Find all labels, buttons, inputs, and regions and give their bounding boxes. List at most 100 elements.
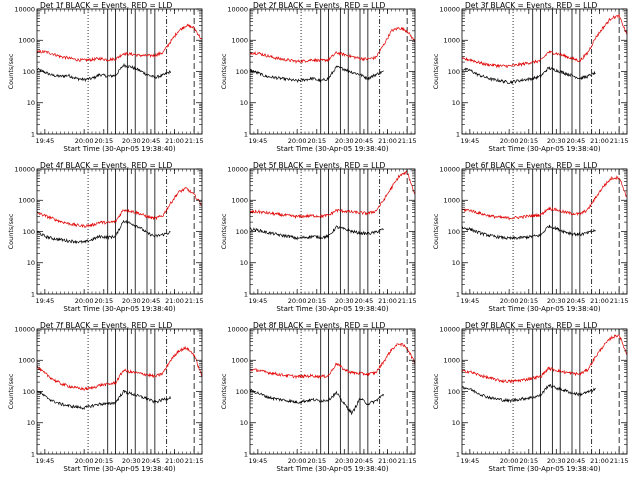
x-tick-label: 21:00 [378, 297, 397, 305]
y-tick-label: 1 [244, 450, 248, 458]
y-tick-label: 100 [236, 228, 248, 236]
events-series-line [37, 219, 171, 245]
y-axis-label: Counts/sec [432, 53, 440, 89]
y-tick-label: 1000 [231, 37, 248, 45]
x-axis-label: Start Time (30-Apr-05 19:38:40) [488, 465, 600, 473]
x-axis-label: Start Time (30-Apr-05 19:38:40) [276, 465, 388, 473]
events-series-line [250, 225, 384, 241]
lld-series-line [462, 334, 627, 384]
y-tick-label: 1000 [231, 357, 248, 365]
x-tick-label: 21:15 [610, 297, 629, 305]
x-tick-label: 20:00 [500, 457, 519, 465]
y-axis-label: Counts/sec [7, 213, 15, 249]
x-tick-label: 21:00 [590, 457, 609, 465]
events-series-line [250, 388, 384, 416]
x-tick-label: 20:45 [567, 457, 586, 465]
y-tick-label: 100 [23, 68, 35, 76]
y-tick-label: 1000 [18, 357, 35, 365]
y-tick-label: 10 [240, 419, 248, 427]
x-tick-label: 20:00 [75, 297, 94, 305]
lld-series-line [462, 13, 627, 69]
y-tick-label: 10 [452, 99, 460, 107]
y-axis-label: Counts/sec [220, 53, 228, 89]
x-tick-label: 20:15 [307, 297, 326, 305]
x-tick-label: 19:45 [248, 457, 267, 465]
events-series-line [462, 383, 596, 404]
y-tick-label: 100 [448, 388, 460, 396]
y-tick-label: 10000 [227, 5, 248, 13]
x-axis-label: Start Time (30-Apr-05 19:38:40) [488, 145, 600, 153]
y-tick-label: 1000 [18, 197, 35, 205]
x-tick-label: 21:00 [378, 137, 397, 145]
x-tick-label: 20:45 [355, 457, 374, 465]
x-axis-label: Start Time (30-Apr-05 19:38:40) [63, 145, 175, 153]
y-tick-label: 10000 [14, 5, 35, 13]
x-tick-label: 20:45 [142, 297, 161, 305]
panel-title: Det 2f BLACK = Events, RED = LLD [253, 1, 386, 10]
y-tick-label: 10000 [227, 165, 248, 173]
x-tick-label: 20:15 [307, 457, 326, 465]
x-tick-label: 20:00 [288, 137, 307, 145]
y-tick-label: 100 [448, 68, 460, 76]
x-tick-label: 21:15 [185, 297, 204, 305]
y-tick-label: 10000 [439, 5, 460, 13]
y-tick-label: 100 [448, 228, 460, 236]
panel: Det 1f BLACK = Events, RED = LLD 1 10 100 10… [7, 1, 204, 153]
x-tick-label: 19:45 [248, 297, 267, 305]
y-tick-label: 100 [23, 228, 35, 236]
y-tick-label: 10000 [14, 325, 35, 333]
x-tick-label: 21:15 [610, 457, 629, 465]
x-tick-label: 21:00 [590, 137, 609, 145]
x-tick-label: 20:30 [122, 457, 141, 465]
y-axis-label: Counts/sec [7, 373, 15, 409]
x-tick-label: 19:45 [35, 297, 54, 305]
x-tick-label: 21:15 [398, 457, 417, 465]
plot-frame [461, 328, 628, 455]
y-tick-label: 100 [236, 388, 248, 396]
lld-series-line [462, 175, 627, 221]
x-tick-label: 20:45 [142, 457, 161, 465]
panel: Det 2f BLACK = Events, RED = LLD 1 10 100 10… [220, 1, 417, 153]
y-tick-label: 10 [27, 259, 35, 267]
y-tick-label: 1 [31, 450, 35, 458]
lld-series-line [250, 26, 415, 65]
x-axis-label: Start Time (30-Apr-05 19:38:40) [276, 305, 388, 313]
x-tick-label: 20:30 [122, 137, 141, 145]
panel-title: Det 5f BLACK = Events, RED = LLD [253, 161, 386, 170]
x-tick-label: 20:15 [94, 457, 113, 465]
y-tick-label: 1 [244, 130, 248, 138]
y-tick-label: 1000 [18, 37, 35, 45]
y-tick-label: 100 [23, 388, 35, 396]
x-tick-label: 20:15 [519, 457, 538, 465]
panel: Det 6f BLACK = Events, RED = LLD 1 10 100 10… [432, 161, 629, 313]
panel-title: Det 1f BLACK = Events, RED = LLD [40, 1, 173, 10]
y-tick-label: 1000 [443, 37, 460, 45]
events-series-line [462, 224, 596, 241]
x-tick-label: 20:45 [567, 297, 586, 305]
y-axis-label: Counts/sec [220, 213, 228, 249]
x-axis-label: Start Time (30-Apr-05 19:38:40) [276, 145, 388, 153]
x-tick-label: 19:45 [460, 137, 479, 145]
y-tick-label: 10000 [14, 165, 35, 173]
y-tick-label: 1000 [231, 197, 248, 205]
x-tick-label: 21:00 [165, 297, 184, 305]
x-tick-label: 20:30 [335, 297, 354, 305]
y-axis-label: Counts/sec [7, 53, 15, 89]
plot-frame [36, 168, 203, 295]
x-tick-label: 20:30 [335, 137, 354, 145]
events-series-line [37, 389, 171, 411]
x-tick-label: 21:00 [378, 457, 397, 465]
y-tick-label: 10 [240, 99, 248, 107]
plot-frame [249, 8, 416, 135]
y-tick-label: 10000 [439, 325, 460, 333]
y-tick-label: 10 [27, 99, 35, 107]
x-tick-label: 20:45 [355, 297, 374, 305]
panel-title: Det 8f BLACK = Events, RED = LLD [253, 321, 386, 330]
events-series-line [37, 62, 171, 83]
lld-series-line [250, 342, 415, 380]
x-tick-label: 21:00 [165, 137, 184, 145]
x-tick-label: 20:15 [94, 137, 113, 145]
lld-series-line [37, 23, 202, 63]
x-tick-label: 20:30 [547, 297, 566, 305]
x-tick-label: 21:15 [185, 457, 204, 465]
